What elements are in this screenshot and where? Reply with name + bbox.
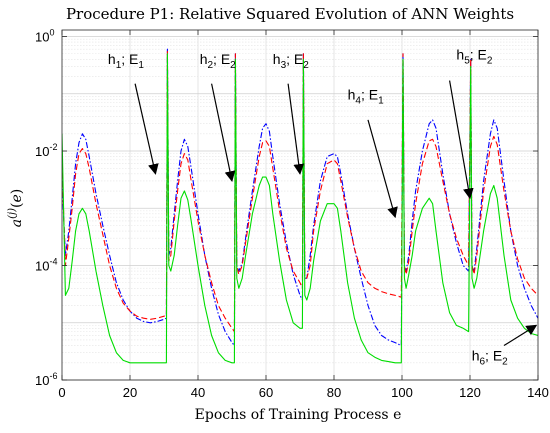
y-tick-label: 10-4: [35, 257, 57, 274]
series-line-3: [62, 53, 538, 364]
annotation-label: h3; E2: [273, 51, 309, 71]
annotation-arrow: [134, 83, 159, 175]
x-tick-label: 80: [327, 385, 341, 400]
y-tick-label: 100: [35, 28, 54, 45]
annotation-arrow: [449, 80, 474, 200]
x-tick-label: 140: [527, 385, 549, 400]
annotation-h3: h3; E2: [273, 51, 309, 175]
annotation-label: h6; E2: [472, 347, 508, 367]
x-tick-label: 40: [191, 385, 205, 400]
annotation-arrow: [211, 83, 236, 183]
annotation-h6: h6; E2: [472, 324, 538, 367]
annotation-label: h4; E1: [348, 86, 384, 106]
x-axis-label: Epochs of Training Process e: [195, 407, 402, 423]
y-tick-label: 10-6: [35, 371, 57, 388]
x-tick-label: 100: [391, 385, 413, 400]
annotations: h1; E1 h2; E2 h3; E2 h4; E1 h5; E2 h6; E2: [108, 46, 538, 367]
annotation-label: h1; E1: [108, 51, 144, 71]
annotation-arrow: [367, 119, 398, 219]
annotation-label: h2; E2: [200, 51, 236, 71]
ticks: 0 20 40 60 80 100 120 140 10-6 10-4 10-2 100: [35, 28, 549, 400]
series-group: [62, 48, 538, 364]
x-tick-label: 0: [58, 385, 65, 400]
chart-title: Procedure P1: Relative Squared Evolution…: [66, 5, 514, 23]
annotation-h4: h4; E1: [348, 86, 398, 219]
y-tick-label: 10-2: [35, 142, 57, 159]
annotation-arrow: [503, 324, 538, 347]
annotation-h1: h1; E1: [108, 51, 159, 175]
x-tick-label: 120: [459, 385, 481, 400]
plot-background: [62, 30, 538, 380]
annotation-arrow: [287, 83, 305, 175]
y-axis-label: a(j)(e): [7, 189, 25, 228]
annotation-h2: h2; E2: [200, 51, 236, 183]
series-line-1: [62, 48, 538, 347]
x-tick-label: 20: [123, 385, 137, 400]
annotation-label: h5; E2: [456, 46, 492, 66]
plot-frame: [61, 29, 539, 381]
x-tick-label: 60: [259, 385, 273, 400]
annotation-h5: h5; E2: [449, 46, 493, 200]
